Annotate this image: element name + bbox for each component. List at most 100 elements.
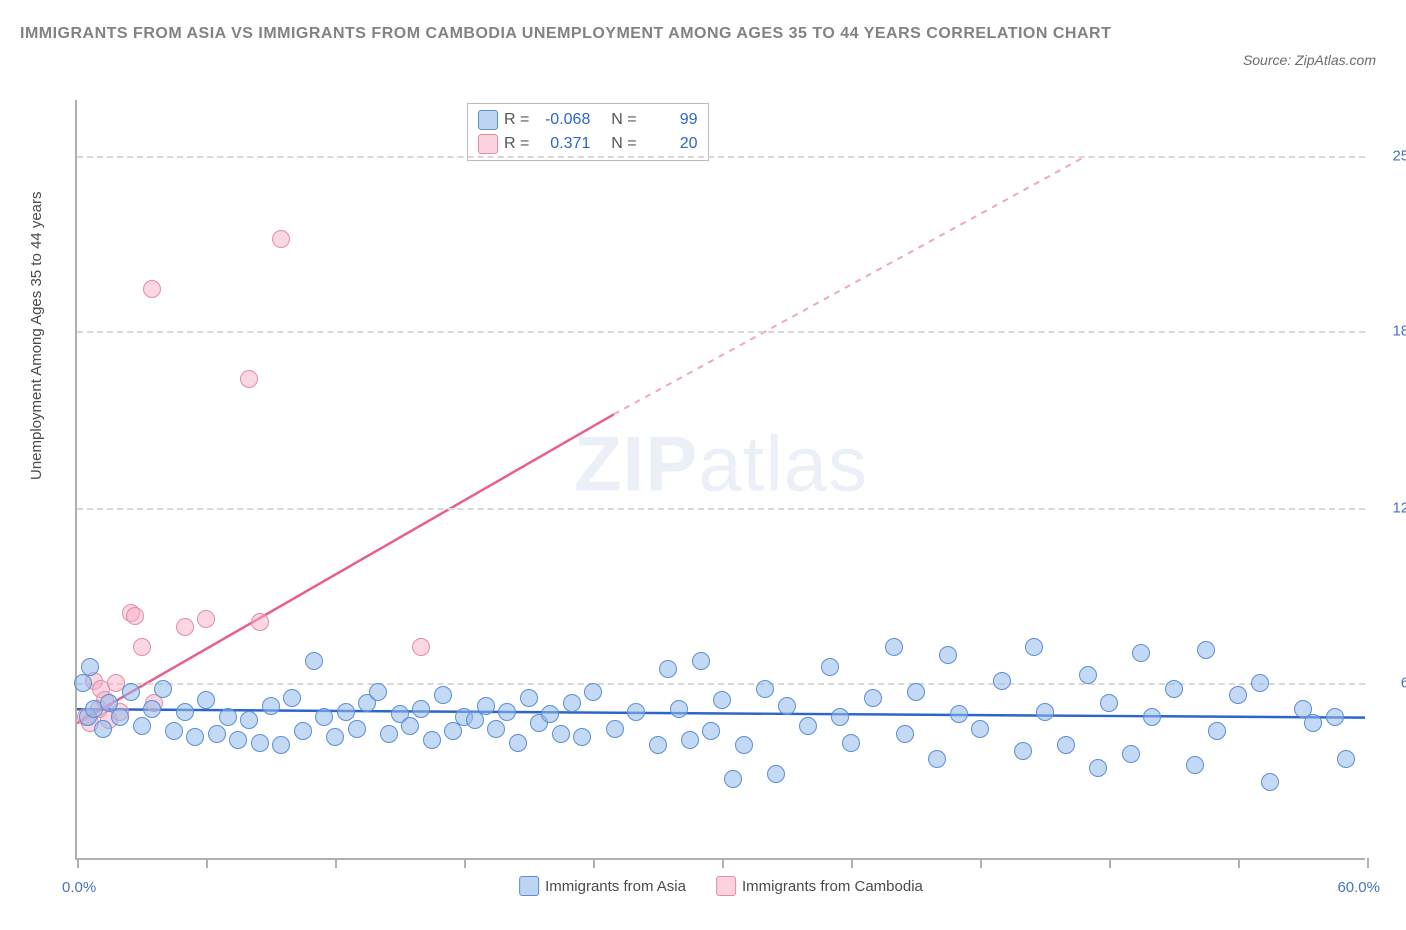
scatter-point-a — [165, 722, 183, 740]
n-label-b: N = — [611, 135, 636, 153]
scatter-point-a — [315, 708, 333, 726]
watermark: ZIPatlas — [574, 418, 868, 509]
scatter-point-b — [143, 280, 161, 298]
scatter-point-a — [208, 725, 226, 743]
stats-box: R = -0.068 N = 99 R = 0.371 N = 20 — [467, 103, 709, 161]
y-tick-label: 6.3% — [1375, 674, 1406, 691]
scatter-point-a — [928, 750, 946, 768]
scatter-point-b — [197, 610, 215, 628]
scatter-point-a — [434, 686, 452, 704]
scatter-point-a — [606, 720, 624, 738]
x-tick — [1109, 858, 1111, 868]
scatter-point-a — [262, 697, 280, 715]
scatter-point-a — [240, 711, 258, 729]
scatter-point-b — [240, 370, 258, 388]
scatter-point-a — [971, 720, 989, 738]
scatter-point-a — [950, 705, 968, 723]
plot-area: ZIPatlas R = -0.068 N = 99 R = 0.371 N =… — [75, 100, 1365, 860]
scatter-point-a — [219, 708, 237, 726]
scatter-point-a — [756, 680, 774, 698]
scatter-point-a — [81, 658, 99, 676]
scatter-point-a — [498, 703, 516, 721]
legend-label-b: Immigrants from Cambodia — [742, 878, 923, 895]
chart-container: IMMIGRANTS FROM ASIA VS IMMIGRANTS FROM … — [20, 20, 1386, 910]
scatter-point-a — [573, 728, 591, 746]
scatter-point-a — [294, 722, 312, 740]
scatter-point-a — [842, 734, 860, 752]
scatter-point-b — [251, 613, 269, 631]
scatter-point-a — [380, 725, 398, 743]
scatter-point-a — [1229, 686, 1247, 704]
scatter-point-a — [1122, 745, 1140, 763]
scatter-point-a — [337, 703, 355, 721]
scatter-point-a — [885, 638, 903, 656]
x-tick — [722, 858, 724, 868]
scatter-point-b — [126, 607, 144, 625]
scatter-point-a — [272, 736, 290, 754]
scatter-point-a — [1208, 722, 1226, 740]
scatter-point-a — [520, 689, 538, 707]
x-tick — [1238, 858, 1240, 868]
scatter-point-a — [283, 689, 301, 707]
y-grid-line — [77, 331, 1365, 333]
watermark-light: atlas — [698, 419, 868, 507]
scatter-point-a — [423, 731, 441, 749]
scatter-point-a — [896, 725, 914, 743]
scatter-point-a — [1100, 694, 1118, 712]
scatter-point-b — [133, 638, 151, 656]
scatter-point-a — [670, 700, 688, 718]
scatter-point-a — [197, 691, 215, 709]
y-grid-line — [77, 508, 1365, 510]
scatter-point-a — [541, 705, 559, 723]
scatter-point-b — [272, 230, 290, 248]
x-tick — [1367, 858, 1369, 868]
scatter-point-a — [1036, 703, 1054, 721]
scatter-point-a — [1251, 674, 1269, 692]
scatter-point-a — [1143, 708, 1161, 726]
scatter-point-a — [133, 717, 151, 735]
x-tick — [335, 858, 337, 868]
watermark-bold: ZIP — [574, 419, 698, 507]
scatter-point-a — [907, 683, 925, 701]
scatter-point-a — [702, 722, 720, 740]
scatter-point-a — [767, 765, 785, 783]
scatter-point-b — [412, 638, 430, 656]
scatter-point-a — [369, 683, 387, 701]
x-tick — [206, 858, 208, 868]
scatter-point-a — [1261, 773, 1279, 791]
scatter-point-a — [799, 717, 817, 735]
n-value-b: 20 — [643, 135, 698, 153]
source-attribution: Source: ZipAtlas.com — [1243, 52, 1376, 68]
stats-row-a: R = -0.068 N = 99 — [478, 108, 698, 132]
scatter-point-a — [659, 660, 677, 678]
scatter-point-a — [1025, 638, 1043, 656]
scatter-point-a — [681, 731, 699, 749]
x-tick — [464, 858, 466, 868]
x-tick — [851, 858, 853, 868]
scatter-point-a — [412, 700, 430, 718]
scatter-point-a — [713, 691, 731, 709]
scatter-point-a — [74, 674, 92, 692]
scatter-point-a — [1326, 708, 1344, 726]
y-tick-label: 25.0% — [1375, 148, 1406, 165]
scatter-point-a — [143, 700, 161, 718]
scatter-point-a — [229, 731, 247, 749]
scatter-point-a — [724, 770, 742, 788]
r-label-b: R = — [504, 135, 529, 153]
r-value-b: 0.371 — [535, 135, 590, 153]
scatter-point-a — [111, 708, 129, 726]
scatter-point-a — [1132, 644, 1150, 662]
scatter-point-a — [1079, 666, 1097, 684]
x-tick — [77, 858, 79, 868]
r-value-a: -0.068 — [535, 111, 590, 129]
scatter-point-a — [251, 734, 269, 752]
scatter-point-a — [1197, 641, 1215, 659]
x-axis-max-label: 60.0% — [1337, 879, 1380, 896]
y-tick-label: 12.5% — [1375, 500, 1406, 517]
legend-item-b: Immigrants from Cambodia — [716, 876, 923, 896]
scatter-point-a — [122, 683, 140, 701]
scatter-point-a — [401, 717, 419, 735]
scatter-point-a — [1057, 736, 1075, 754]
scatter-point-a — [1186, 756, 1204, 774]
scatter-point-a — [477, 697, 495, 715]
